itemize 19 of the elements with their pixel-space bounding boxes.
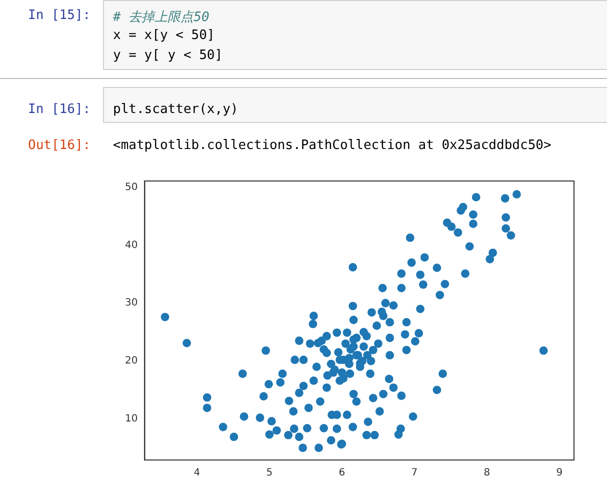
x-tick-label: 8 (484, 468, 490, 479)
text: Out[16]: (28, 138, 91, 153)
x-tick-label: 7 (411, 468, 418, 479)
x-tick-label: 6 (338, 468, 346, 479)
x-tick-label: 5 (266, 468, 273, 479)
text: y = y[ y < 50] (113, 48, 223, 63)
y-tick-label: 40 (124, 240, 138, 251)
y-tick-label: 50 (124, 182, 138, 193)
y-tick-label: 10 (124, 413, 138, 424)
text: plt.scatter(x,y) (113, 102, 238, 117)
x-tick-label: 9 (556, 468, 563, 479)
text: In [16]: (28, 102, 91, 117)
text: # 去掉上限点50 (113, 9, 210, 26)
text: <matplotlib.collections.PathCollection at 0x25acddbdc50> (113, 138, 552, 153)
x-tick-label: 4 (194, 468, 200, 479)
text: In [15]: (28, 8, 91, 23)
y-tick-label: 20 (124, 356, 138, 367)
y-tick-label: 30 (124, 298, 138, 309)
text: x = x[y < 50] (113, 28, 215, 43)
